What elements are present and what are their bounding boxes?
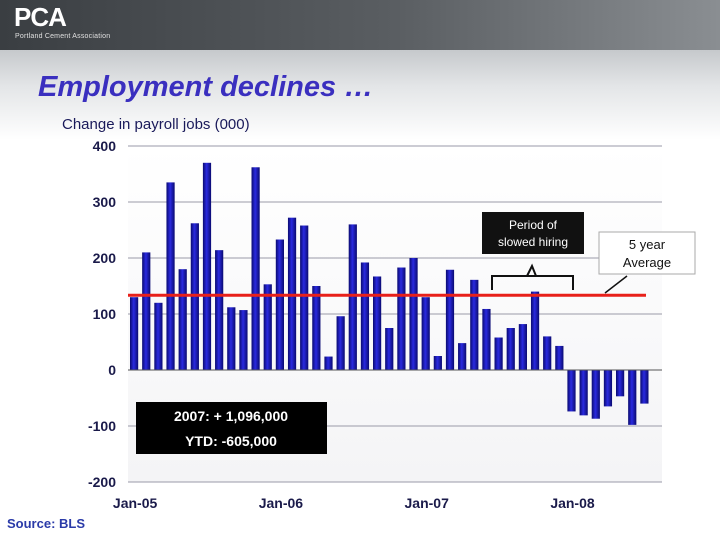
pca-logo-subtext: Portland Cement Association [15, 33, 111, 40]
y-axis-tick-labels: 400 300 200 100 0 -100 -200 [88, 138, 116, 490]
y-tick-label: 200 [93, 250, 117, 266]
bar [421, 297, 430, 370]
bar [458, 343, 467, 370]
bar [482, 308, 491, 370]
y-tick-label: 400 [93, 138, 117, 154]
header-bar: PCA Portland Cement Association [0, 0, 720, 50]
x-tick-label: Jan-05 [113, 495, 158, 511]
bar [445, 269, 455, 370]
bar [518, 324, 527, 370]
bar [555, 345, 564, 370]
y-tick-label: -200 [88, 474, 116, 490]
x-tick-label: Jan-07 [405, 495, 450, 511]
summary-box-bg [136, 402, 327, 454]
bar [130, 297, 139, 370]
x-axis-tick-labels: Jan-05 Jan-06 Jan-07 Jan-08 [113, 495, 595, 511]
summary-2007-text: 2007: + 1,096,000 [174, 408, 288, 424]
callout-box [482, 212, 584, 254]
bar [300, 225, 309, 370]
y-tick-label: 300 [93, 194, 117, 210]
bar [616, 370, 625, 397]
x-tick-label: Jan-08 [550, 495, 595, 511]
bar [530, 291, 540, 370]
y-tick-label: 100 [93, 306, 117, 322]
bar [202, 162, 212, 370]
bar [494, 337, 503, 370]
bar [312, 286, 321, 370]
bar [640, 370, 649, 404]
bar [142, 252, 151, 370]
average-label-line1: 5 year [629, 237, 666, 252]
callout-text-line2: slowed hiring [498, 235, 568, 249]
bar [373, 276, 382, 370]
slide-title: Employment declines … [38, 71, 374, 103]
bar [263, 284, 272, 370]
bar [215, 250, 224, 370]
bar [227, 307, 236, 370]
bar [385, 328, 394, 370]
average-label-box [598, 231, 696, 275]
average-label-line2: Average [623, 255, 671, 270]
bar [433, 356, 442, 370]
slowed-hiring-callout: Period of slowed hiring [482, 212, 584, 290]
chart-subtitle: Change in payroll jobs (000) [62, 116, 250, 133]
bar [336, 316, 345, 370]
x-tick-label: Jan-06 [259, 495, 304, 511]
callout-bracket-pointer [526, 263, 537, 277]
bar [275, 239, 284, 370]
bar [628, 370, 637, 425]
bar [397, 267, 406, 370]
bar [360, 262, 370, 370]
bar [567, 370, 576, 412]
summary-box: 2007: + 1,096,000 YTD: -605,000 [136, 402, 327, 454]
source-note: Source: BLS [7, 516, 86, 531]
bar [470, 279, 479, 370]
average-label: 5 year Average [598, 231, 696, 294]
bar [324, 356, 333, 370]
bar [166, 182, 175, 370]
bar [239, 310, 248, 370]
y-tick-label: -100 [88, 418, 116, 434]
callout-bracket [491, 275, 574, 290]
y-tick-label: 0 [108, 362, 116, 378]
bar [178, 269, 187, 370]
title-band [0, 50, 720, 140]
bar [409, 258, 418, 370]
summary-ytd-text: YTD: -605,000 [185, 433, 277, 449]
bar [603, 370, 613, 407]
bar [154, 302, 163, 370]
bar [591, 370, 600, 419]
pca-logo: PCA [14, 2, 67, 32]
bar [506, 328, 515, 370]
bar [348, 224, 357, 370]
bar [543, 336, 552, 370]
average-label-pointer [604, 275, 628, 294]
bars [130, 162, 649, 425]
callout-text-line1: Period of [509, 218, 558, 232]
bar [251, 167, 260, 370]
bar [579, 370, 588, 416]
